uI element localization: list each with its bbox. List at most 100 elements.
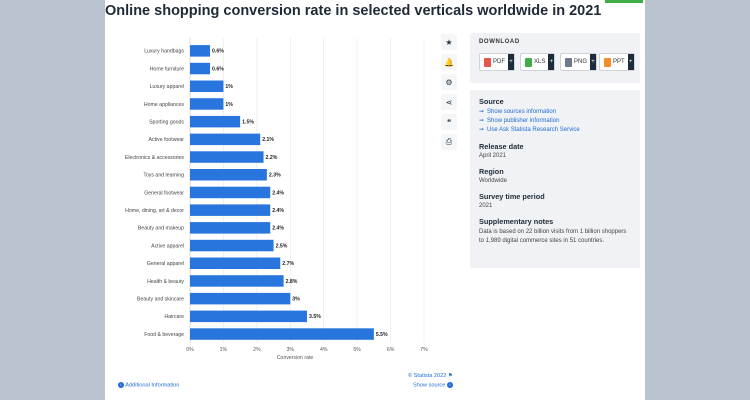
- download-label: PDF: [493, 59, 505, 65]
- value-label: 3%: [292, 296, 300, 302]
- release-date-value: April 2021: [479, 153, 507, 159]
- bar: [190, 204, 271, 216]
- value-label: 2.1%: [262, 137, 274, 143]
- bar: [190, 80, 224, 92]
- bar: [190, 328, 374, 340]
- star-icon: ★: [445, 37, 453, 47]
- category-label: Beauty and makeup: [138, 226, 184, 232]
- file-pdf-icon: [484, 57, 491, 67]
- share-button[interactable]: ⋖: [441, 94, 457, 110]
- download-title: DOWNLOAD: [479, 39, 520, 45]
- arrow-right-icon: ➞: [479, 118, 485, 124]
- download-xls-button[interactable]: XLS +: [520, 53, 556, 71]
- category-label: Haircare: [164, 314, 184, 320]
- source-heading: Source: [479, 97, 504, 106]
- value-label: 2.4%: [272, 190, 284, 196]
- x-tick-label: 3%: [287, 347, 295, 353]
- value-label: 2.3%: [269, 173, 281, 179]
- download-panel: DOWNLOAD PDF + XLS + PNG + PPT +: [470, 33, 640, 83]
- x-tick-label: 4%: [320, 347, 328, 353]
- file-ppt-icon: [604, 57, 611, 67]
- release-date-heading: Release date: [479, 142, 524, 151]
- plus-icon: +: [627, 54, 634, 70]
- x-tick-label: 0%: [186, 347, 194, 353]
- x-tick-label: 2%: [253, 347, 261, 353]
- category-label: Home, dining, art & decor: [125, 208, 184, 214]
- x-tick-label: 6%: [387, 347, 395, 353]
- show-publisher-link[interactable]: ➞ Show publisher information: [479, 118, 560, 124]
- show-source-link[interactable]: Show source i: [413, 382, 453, 388]
- download-pdf-button[interactable]: PDF +: [479, 53, 515, 71]
- survey-period-heading: Survey time period: [479, 192, 545, 201]
- print-button[interactable]: ⎙: [441, 134, 457, 150]
- x-axis-title: Conversion rate: [277, 355, 314, 361]
- share-icon: ⋖: [445, 97, 453, 107]
- bar: [190, 62, 211, 75]
- x-tick-label: 5%: [353, 347, 361, 353]
- value-label: 1%: [225, 102, 233, 108]
- region-value: Worldwide: [479, 178, 507, 184]
- plus-icon: +: [508, 54, 514, 70]
- value-label: 3.5%: [309, 314, 321, 320]
- bar: [190, 169, 267, 181]
- category-label: Active footwear: [149, 137, 185, 143]
- bell-icon: 🔔: [444, 57, 454, 67]
- bar: [190, 257, 281, 269]
- bar: [190, 275, 284, 287]
- gear-button[interactable]: ⚙: [441, 74, 457, 90]
- info-panel: Source ➞ Show sources information ➞ Show p…: [470, 90, 640, 268]
- chart-toolbar: ★ 🔔 ⚙ ⋖ ❝ ⎙: [441, 34, 457, 150]
- additional-info-link[interactable]: i Additional Information: [118, 382, 179, 388]
- bell-button[interactable]: 🔔: [441, 54, 457, 70]
- show-sources-link[interactable]: ➞ Show sources information: [479, 109, 557, 115]
- category-label: General apparel: [147, 261, 184, 267]
- print-icon: ⎙: [445, 137, 453, 146]
- file-png-icon: [565, 57, 572, 67]
- category-label: Active apparel: [151, 243, 184, 249]
- quote-button[interactable]: ❝: [441, 114, 457, 130]
- value-label: 2.2%: [266, 155, 278, 161]
- download-ppt-button[interactable]: PPT +: [599, 53, 635, 71]
- value-label: 1%: [225, 84, 233, 90]
- bar: [190, 239, 274, 252]
- statista-copyright-link[interactable]: © Statista 2022 ⚑: [408, 373, 453, 379]
- download-png-button[interactable]: PNG +: [560, 53, 598, 71]
- category-label: General footwear: [144, 190, 184, 196]
- x-tick-label: 7%: [420, 347, 428, 353]
- info-icon: i: [118, 382, 124, 388]
- value-label: 0.6%: [212, 66, 224, 72]
- bar: [190, 45, 211, 57]
- category-label: Sporting goods: [149, 119, 184, 125]
- download-label: PPT: [613, 59, 625, 65]
- bar: [190, 133, 261, 146]
- survey-period-value: 2021: [479, 203, 493, 209]
- bar: [190, 151, 264, 163]
- arrow-right-icon: ➞: [479, 109, 485, 115]
- category-label: Beauty and skincare: [137, 296, 184, 302]
- download-label: XLS: [534, 59, 546, 65]
- ask-statista-link[interactable]: ➞ Use Ask Statista Research Service: [479, 127, 580, 133]
- bar: [190, 98, 224, 110]
- flag-icon: ⚑: [447, 373, 453, 379]
- notes-text: Data is based on 22 billion visits from …: [479, 229, 627, 244]
- category-label: Home appliances: [144, 102, 184, 108]
- category-label: Electronics & accessories: [125, 155, 185, 161]
- bar: [190, 115, 241, 128]
- arrow-right-icon: ➞: [479, 127, 485, 133]
- region-heading: Region: [479, 167, 504, 176]
- category-label: Home furniture: [150, 66, 184, 72]
- category-label: Food & beverage: [144, 332, 184, 338]
- bar: [190, 292, 291, 305]
- value-label: 2.4%: [272, 208, 284, 214]
- value-label: 2.8%: [286, 279, 298, 285]
- star-button[interactable]: ★: [441, 34, 457, 50]
- category-label: Health & beauty: [147, 279, 184, 285]
- bar: [190, 222, 271, 234]
- bar: [190, 310, 307, 323]
- gear-icon: ⚙: [445, 77, 453, 87]
- category-label: Luxury apparel: [150, 84, 184, 90]
- value-label: 2.4%: [272, 226, 284, 232]
- value-label: 5.5%: [376, 332, 388, 338]
- bar-chart: 0% 1% 2% 3% 4% 5% 6% 7% Luxury handbags 0.6% Home …: [125, 38, 428, 361]
- quote-icon: ❝: [446, 117, 452, 127]
